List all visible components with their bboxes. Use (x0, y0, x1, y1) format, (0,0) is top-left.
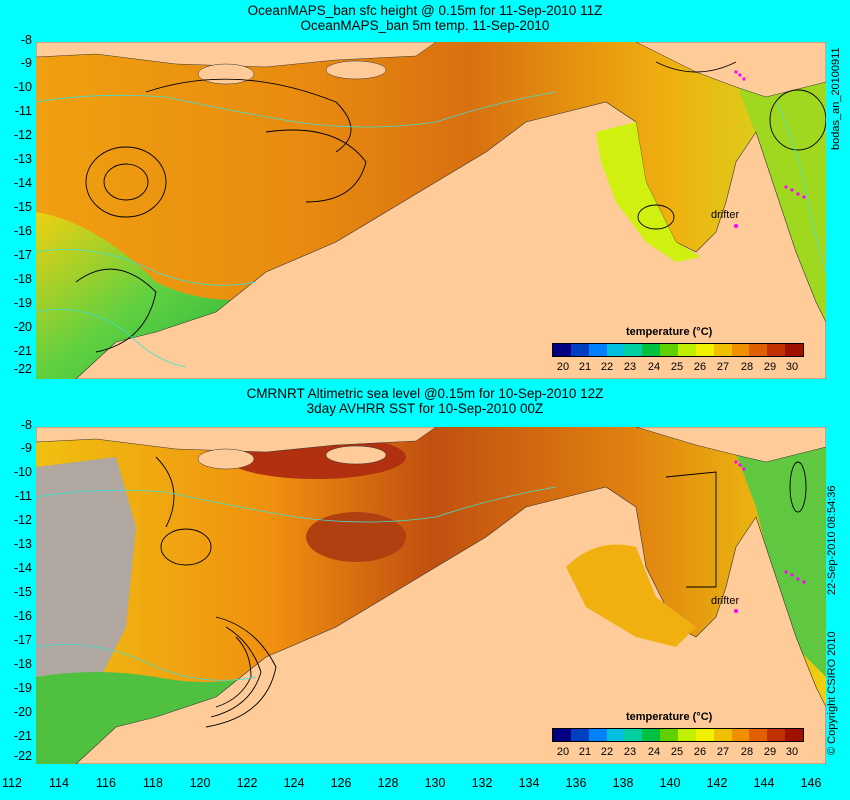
top-lat-tick: -21 (13, 344, 32, 358)
top-lat-tick: -12 (13, 128, 32, 142)
bottom-side-date: 22-Sep-2010 08:54:36 (826, 485, 838, 595)
top-lat-tick: -13 (13, 152, 32, 166)
colorbar-label: 25 (670, 746, 684, 758)
lon-tick: 144 (753, 776, 775, 790)
lon-tick: 120 (189, 776, 211, 790)
colorbar-label: 21 (578, 361, 592, 373)
colorbar-label: 28 (740, 361, 754, 373)
bottom-lat-tick: -20 (13, 705, 32, 719)
top-map-panel (36, 42, 826, 379)
top-lat-tick: -19 (13, 296, 32, 310)
colorbar-label: 25 (670, 361, 684, 373)
top-lat-tick: -8 (20, 33, 32, 47)
bottom-lat-tick: -10 (13, 465, 32, 479)
bottom-side-copyright: © Copyright CSIRO 2010 (826, 631, 838, 755)
bottom-lat-tick: -8 (20, 418, 32, 432)
bottom-map-svg (36, 427, 826, 764)
lon-tick: 124 (283, 776, 305, 790)
lon-tick: 118 (143, 776, 163, 790)
top-lat-tick: -22 (13, 362, 32, 376)
bottom-lat-tick: -19 (13, 681, 32, 695)
bottom-drifter-label: drifter (711, 595, 740, 607)
bottom-map-panel (36, 427, 826, 764)
colorbar-label: 20 (556, 361, 570, 373)
lon-tick: 140 (659, 776, 681, 790)
top-lat-tick: -16 (13, 224, 32, 238)
colorbar-label: 26 (693, 746, 707, 758)
top-title-line1: OceanMAPS_ban sfc height @ 0.15m for 11-… (247, 3, 603, 18)
lon-tick: 116 (96, 776, 116, 790)
bottom-lat-tick: -11 (14, 489, 32, 503)
colorbar-label: 29 (763, 746, 777, 758)
bottom-lat-tick: -16 (13, 609, 32, 623)
lon-tick: 132 (471, 776, 493, 790)
colorbar-label: 28 (740, 746, 754, 758)
bottom-lat-tick: -17 (13, 633, 32, 647)
lon-tick: 130 (424, 776, 446, 790)
top-legend-title: temperature (°C) (626, 326, 713, 338)
bottom-title-line2: 3day AVHRR SST for 10-Sep-2010 00Z (306, 401, 544, 416)
top-lat-tick: -14 (13, 176, 32, 190)
top-lat-tick: -11 (14, 104, 32, 118)
top-colorbar (552, 343, 804, 357)
lon-tick: 122 (236, 776, 258, 790)
colorbar-label: 20 (556, 746, 570, 758)
colorbar-label: 22 (600, 746, 614, 758)
colorbar-label: 29 (763, 361, 777, 373)
bottom-lat-tick: -14 (13, 561, 32, 575)
colorbar-label: 26 (693, 361, 707, 373)
top-lat-tick: -18 (13, 272, 32, 286)
bottom-lat-tick: -13 (13, 537, 32, 551)
bottom-legend-title: temperature (°C) (626, 711, 713, 723)
top-title-line2: OceanMAPS_ban 5m temp. 11-Sep-2010 (300, 18, 550, 33)
colorbar-label: 21 (578, 746, 592, 758)
top-map-svg (36, 42, 826, 379)
lon-tick: 126 (330, 776, 352, 790)
lon-tick: 136 (565, 776, 587, 790)
top-lat-tick: -15 (13, 200, 32, 214)
colorbar-label: 23 (623, 746, 637, 758)
top-lat-tick: -9 (20, 56, 32, 70)
top-lat-tick: -17 (13, 248, 32, 262)
top-side-label: bodas_an_20100911 (830, 47, 842, 150)
bottom-title-line1: CMRNRT Altimetric sea level @0.15m for 1… (246, 386, 604, 401)
bottom-lat-tick: -15 (13, 585, 32, 599)
colorbar-label: 24 (647, 746, 661, 758)
lon-tick: 146 (800, 776, 822, 790)
lon-tick: 142 (706, 776, 728, 790)
top-drifter-label: drifter (711, 209, 740, 221)
lon-tick: 112 (2, 776, 22, 790)
bottom-lat-tick: -12 (13, 513, 32, 527)
top-lat-tick: -20 (13, 320, 32, 334)
lon-tick: 134 (518, 776, 540, 790)
top-lat-tick: -10 (13, 80, 32, 94)
colorbar-label: 27 (716, 361, 730, 373)
colorbar-label: 30 (785, 361, 799, 373)
colorbar-label: 27 (716, 746, 730, 758)
lon-tick: 138 (612, 776, 634, 790)
bottom-lat-tick: -22 (13, 749, 32, 763)
colorbar-label: 24 (647, 361, 661, 373)
bottom-lat-tick: -18 (13, 657, 32, 671)
colorbar-label: 23 (623, 361, 637, 373)
colorbar-label: 22 (600, 361, 614, 373)
bottom-lat-tick: -9 (20, 441, 32, 455)
bottom-lat-tick: -21 (13, 729, 32, 743)
lon-tick: 114 (49, 776, 69, 790)
lon-tick: 128 (377, 776, 399, 790)
bottom-colorbar (552, 728, 804, 742)
colorbar-label: 30 (785, 746, 799, 758)
